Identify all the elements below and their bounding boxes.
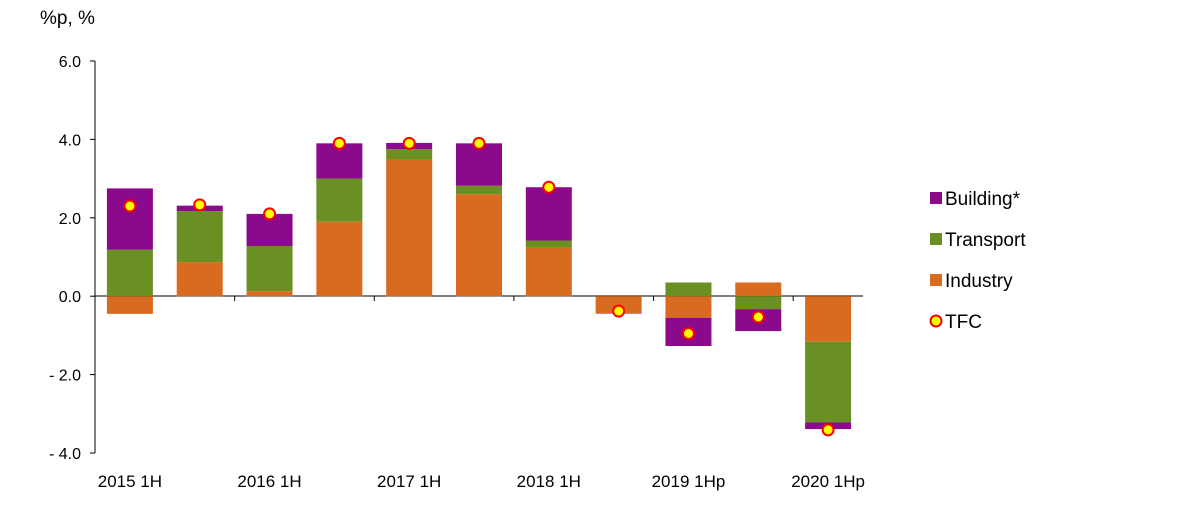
tfc-marker-0 [123,199,137,213]
tfc-marker-1 [193,198,207,212]
tfc-marker-6 [542,180,556,194]
legend-label: Industry [945,271,1013,292]
bar-segment-industry-9 [735,282,782,297]
legend-swatch-transport [930,233,942,245]
x-tick-label: 2017 1H [377,472,441,491]
y-axis-unit-label: %p, % [40,8,95,29]
bar-segment-transport-1 [176,211,223,263]
y-tick-label: 2.0 [59,211,81,228]
bar-segment-building-0 [106,188,153,250]
bar-segment-transport-3 [316,178,363,222]
x-tick-label: 2018 1H [517,472,581,491]
bar-segment-industry-10 [805,296,852,342]
tfc-marker-7 [612,304,626,318]
bar-segment-transport-5 [456,185,502,195]
bar-segment-transport-6 [525,240,572,248]
tfc-marker-10 [821,423,835,437]
legend-label: Transport [945,230,1026,251]
bar-segment-transport-9 [735,296,782,310]
tfc-marker-8 [681,326,695,340]
tfc-marker-5 [472,136,486,150]
legend-swatch-industry [930,274,942,286]
bar-segment-industry-0 [106,296,153,314]
x-tick-label: 2020 1Hp [791,472,865,491]
bar-segment-building-6 [525,187,572,241]
legend: Building* Transport Industry TFC [929,189,1026,333]
x-tick-label: 2016 1H [237,472,301,491]
tfc-marker-2 [263,207,277,221]
bar-segment-industry-4 [386,159,433,297]
bar-segment-building-5 [456,143,502,186]
x-tick-label: 2015 1H [98,472,162,491]
bar-segment-transport-4 [386,149,433,159]
bar-segment-industry-6 [525,247,572,297]
x-tick-label: 2019 1Hp [652,472,726,491]
y-tick-label: 4.0 [59,132,81,149]
legend-label: TFC [945,312,982,333]
legend-label: Building* [945,189,1021,210]
legend-swatch-building [930,192,942,204]
y-tick-label: - 4.0 [49,446,81,463]
bar-segment-transport-2 [246,246,293,292]
y-tick-label: - 2.0 [49,368,81,385]
bar-segment-industry-2 [246,291,293,297]
bar-segment-transport-10 [805,341,852,423]
bar-segment-industry-1 [176,262,223,297]
bar-segment-industry-3 [316,221,363,297]
tfc-marker-3 [332,136,346,150]
y-tick-label: 0.0 [59,289,81,306]
tfc-marker-9 [751,310,765,324]
tfc-markers [123,136,835,437]
bar-segment-transport-8 [665,282,712,297]
tfc-marker-4 [402,136,416,150]
bar-segment-transport-0 [106,249,153,297]
legend-swatch-tfc [929,314,943,328]
bar-segment-industry-5 [456,194,502,297]
bars [106,142,852,430]
y-tick-label: 6.0 [59,54,81,71]
bar-segment-industry-8 [665,296,712,318]
